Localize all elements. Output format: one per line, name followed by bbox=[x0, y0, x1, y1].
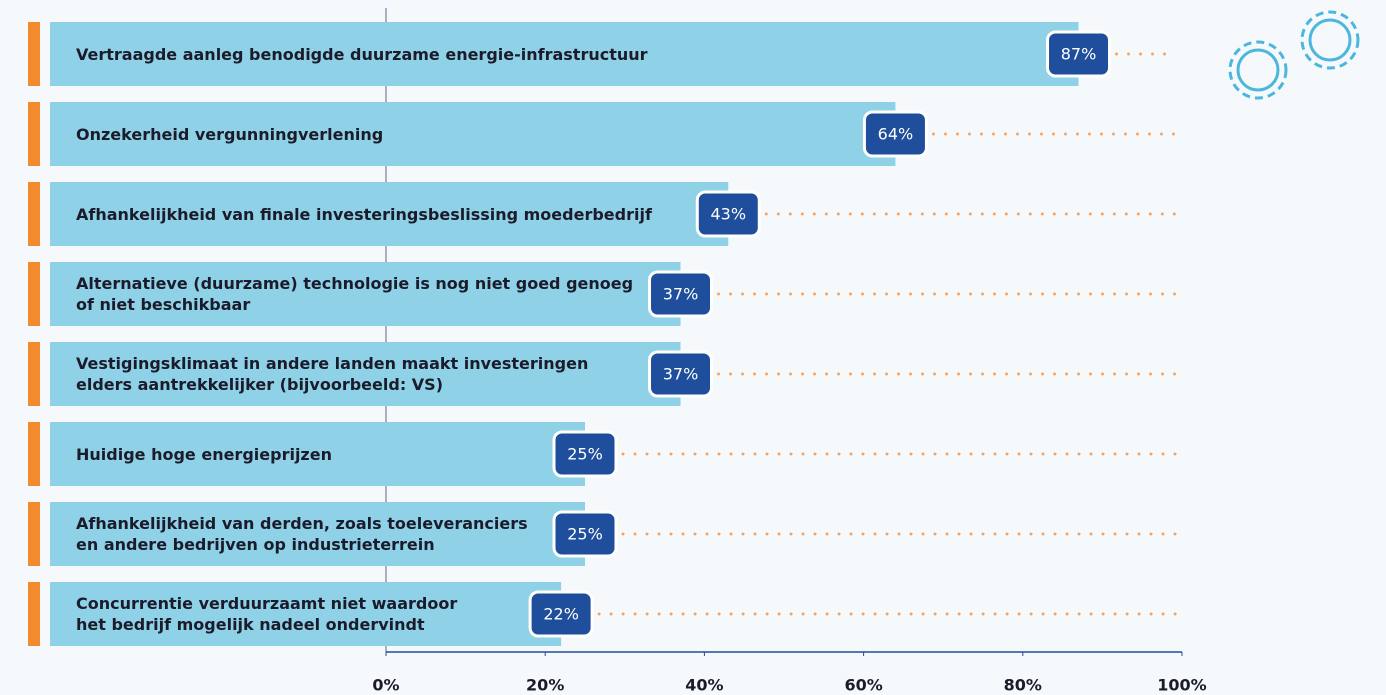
bar bbox=[50, 182, 729, 246]
category-label: Vestigingsklimaat in andere landen maakt… bbox=[76, 354, 589, 394]
value-badge bbox=[862, 110, 928, 158]
category-label: Afhankelijkheid van derden, zoals toelev… bbox=[76, 514, 528, 554]
value-badge bbox=[695, 190, 761, 238]
row-marker bbox=[28, 502, 40, 566]
bar bbox=[50, 422, 585, 486]
value-label: 43% bbox=[710, 205, 746, 224]
x-tick-label: 40% bbox=[685, 676, 723, 695]
value-badge bbox=[552, 430, 618, 478]
row-marker bbox=[28, 182, 40, 246]
category-label: Onzekerheid vergunningverlening bbox=[76, 124, 384, 144]
x-tick-label: 0% bbox=[372, 676, 399, 695]
gears-icon bbox=[1228, 10, 1360, 100]
value-label: 37% bbox=[663, 365, 699, 384]
row-marker bbox=[28, 262, 40, 326]
x-tick-label: 80% bbox=[1004, 676, 1042, 695]
bar bbox=[50, 582, 562, 646]
category-label: Vertraagde aanleg benodigde duurzame ene… bbox=[76, 44, 648, 64]
bar bbox=[50, 342, 681, 406]
category-label: Alternatieve (duurzame) technologie is n… bbox=[76, 274, 634, 314]
x-tick-label: 20% bbox=[526, 676, 564, 695]
x-tick-label: 60% bbox=[844, 676, 882, 695]
bar bbox=[50, 502, 585, 566]
value-label: 37% bbox=[663, 285, 699, 304]
value-label: 22% bbox=[543, 605, 579, 624]
value-label: 25% bbox=[567, 525, 603, 544]
value-label: 87% bbox=[1061, 45, 1097, 64]
category-label: Concurrentie verduurzaamt niet waardoor … bbox=[76, 594, 458, 634]
value-label: 25% bbox=[567, 445, 603, 464]
value-badge bbox=[528, 590, 594, 638]
bar bbox=[50, 22, 1079, 86]
bar bbox=[50, 262, 681, 326]
x-tick-label: 100% bbox=[1157, 676, 1206, 695]
value-badge bbox=[648, 270, 714, 318]
row-marker bbox=[28, 22, 40, 86]
bar bbox=[50, 102, 896, 166]
value-badge bbox=[1046, 30, 1112, 78]
row-marker bbox=[28, 582, 40, 646]
value-badge bbox=[552, 510, 618, 558]
row-marker bbox=[28, 422, 40, 486]
category-label: Huidige hoge energieprijzen bbox=[76, 444, 332, 464]
value-badge bbox=[648, 350, 714, 398]
category-label: Afhankelijkheid van finale investeringsb… bbox=[76, 204, 652, 224]
row-marker bbox=[28, 102, 40, 166]
value-label: 64% bbox=[878, 125, 914, 144]
row-marker bbox=[28, 342, 40, 406]
